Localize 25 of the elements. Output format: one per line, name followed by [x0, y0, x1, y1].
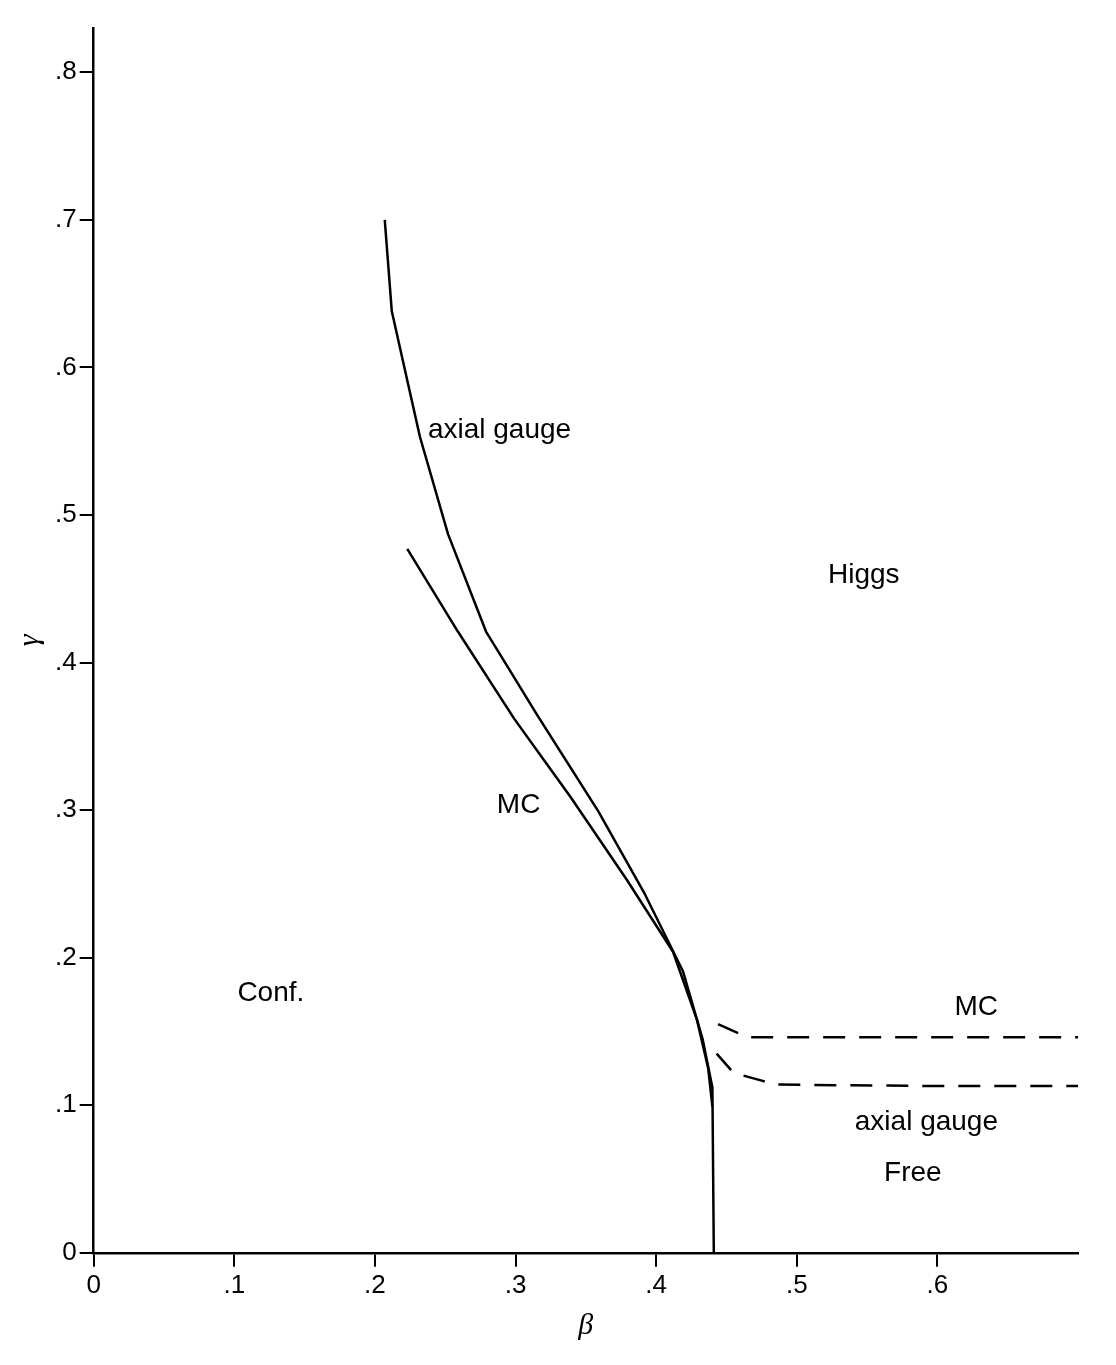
- x-tick-label: .3: [504, 1268, 527, 1299]
- y-tick-label: .2: [55, 940, 77, 971]
- series-label: axial gauge: [854, 1104, 998, 1136]
- y-tick-label: .1: [55, 1088, 77, 1119]
- y-tick-label: .3: [55, 793, 77, 824]
- annotation: Conf.: [237, 975, 305, 1007]
- y-tick-label: 0: [62, 1235, 77, 1266]
- annotation: Free: [884, 1155, 942, 1187]
- x-tick-label: .6: [926, 1268, 949, 1299]
- y-tick-label: .6: [55, 350, 77, 381]
- x-tick-label: .2: [364, 1268, 386, 1299]
- x-tick-label: .1: [223, 1268, 246, 1299]
- y-tick-label: .7: [55, 203, 77, 234]
- series-label: MC: [954, 990, 998, 1022]
- y-tick-label: .8: [55, 55, 77, 86]
- annotation: Higgs: [827, 558, 900, 590]
- y-tick-label: .5: [55, 498, 77, 529]
- x-axis-title: β: [577, 1306, 594, 1340]
- y-axis-title: γ: [10, 633, 44, 647]
- series-label: MC: [496, 787, 541, 819]
- x-tick-label: 0: [86, 1268, 101, 1299]
- x-tick-label: .5: [785, 1268, 808, 1299]
- x-tick-label: .4: [645, 1268, 667, 1299]
- series-label: axial gauge: [427, 413, 572, 445]
- y-tick-label: .4: [55, 645, 77, 676]
